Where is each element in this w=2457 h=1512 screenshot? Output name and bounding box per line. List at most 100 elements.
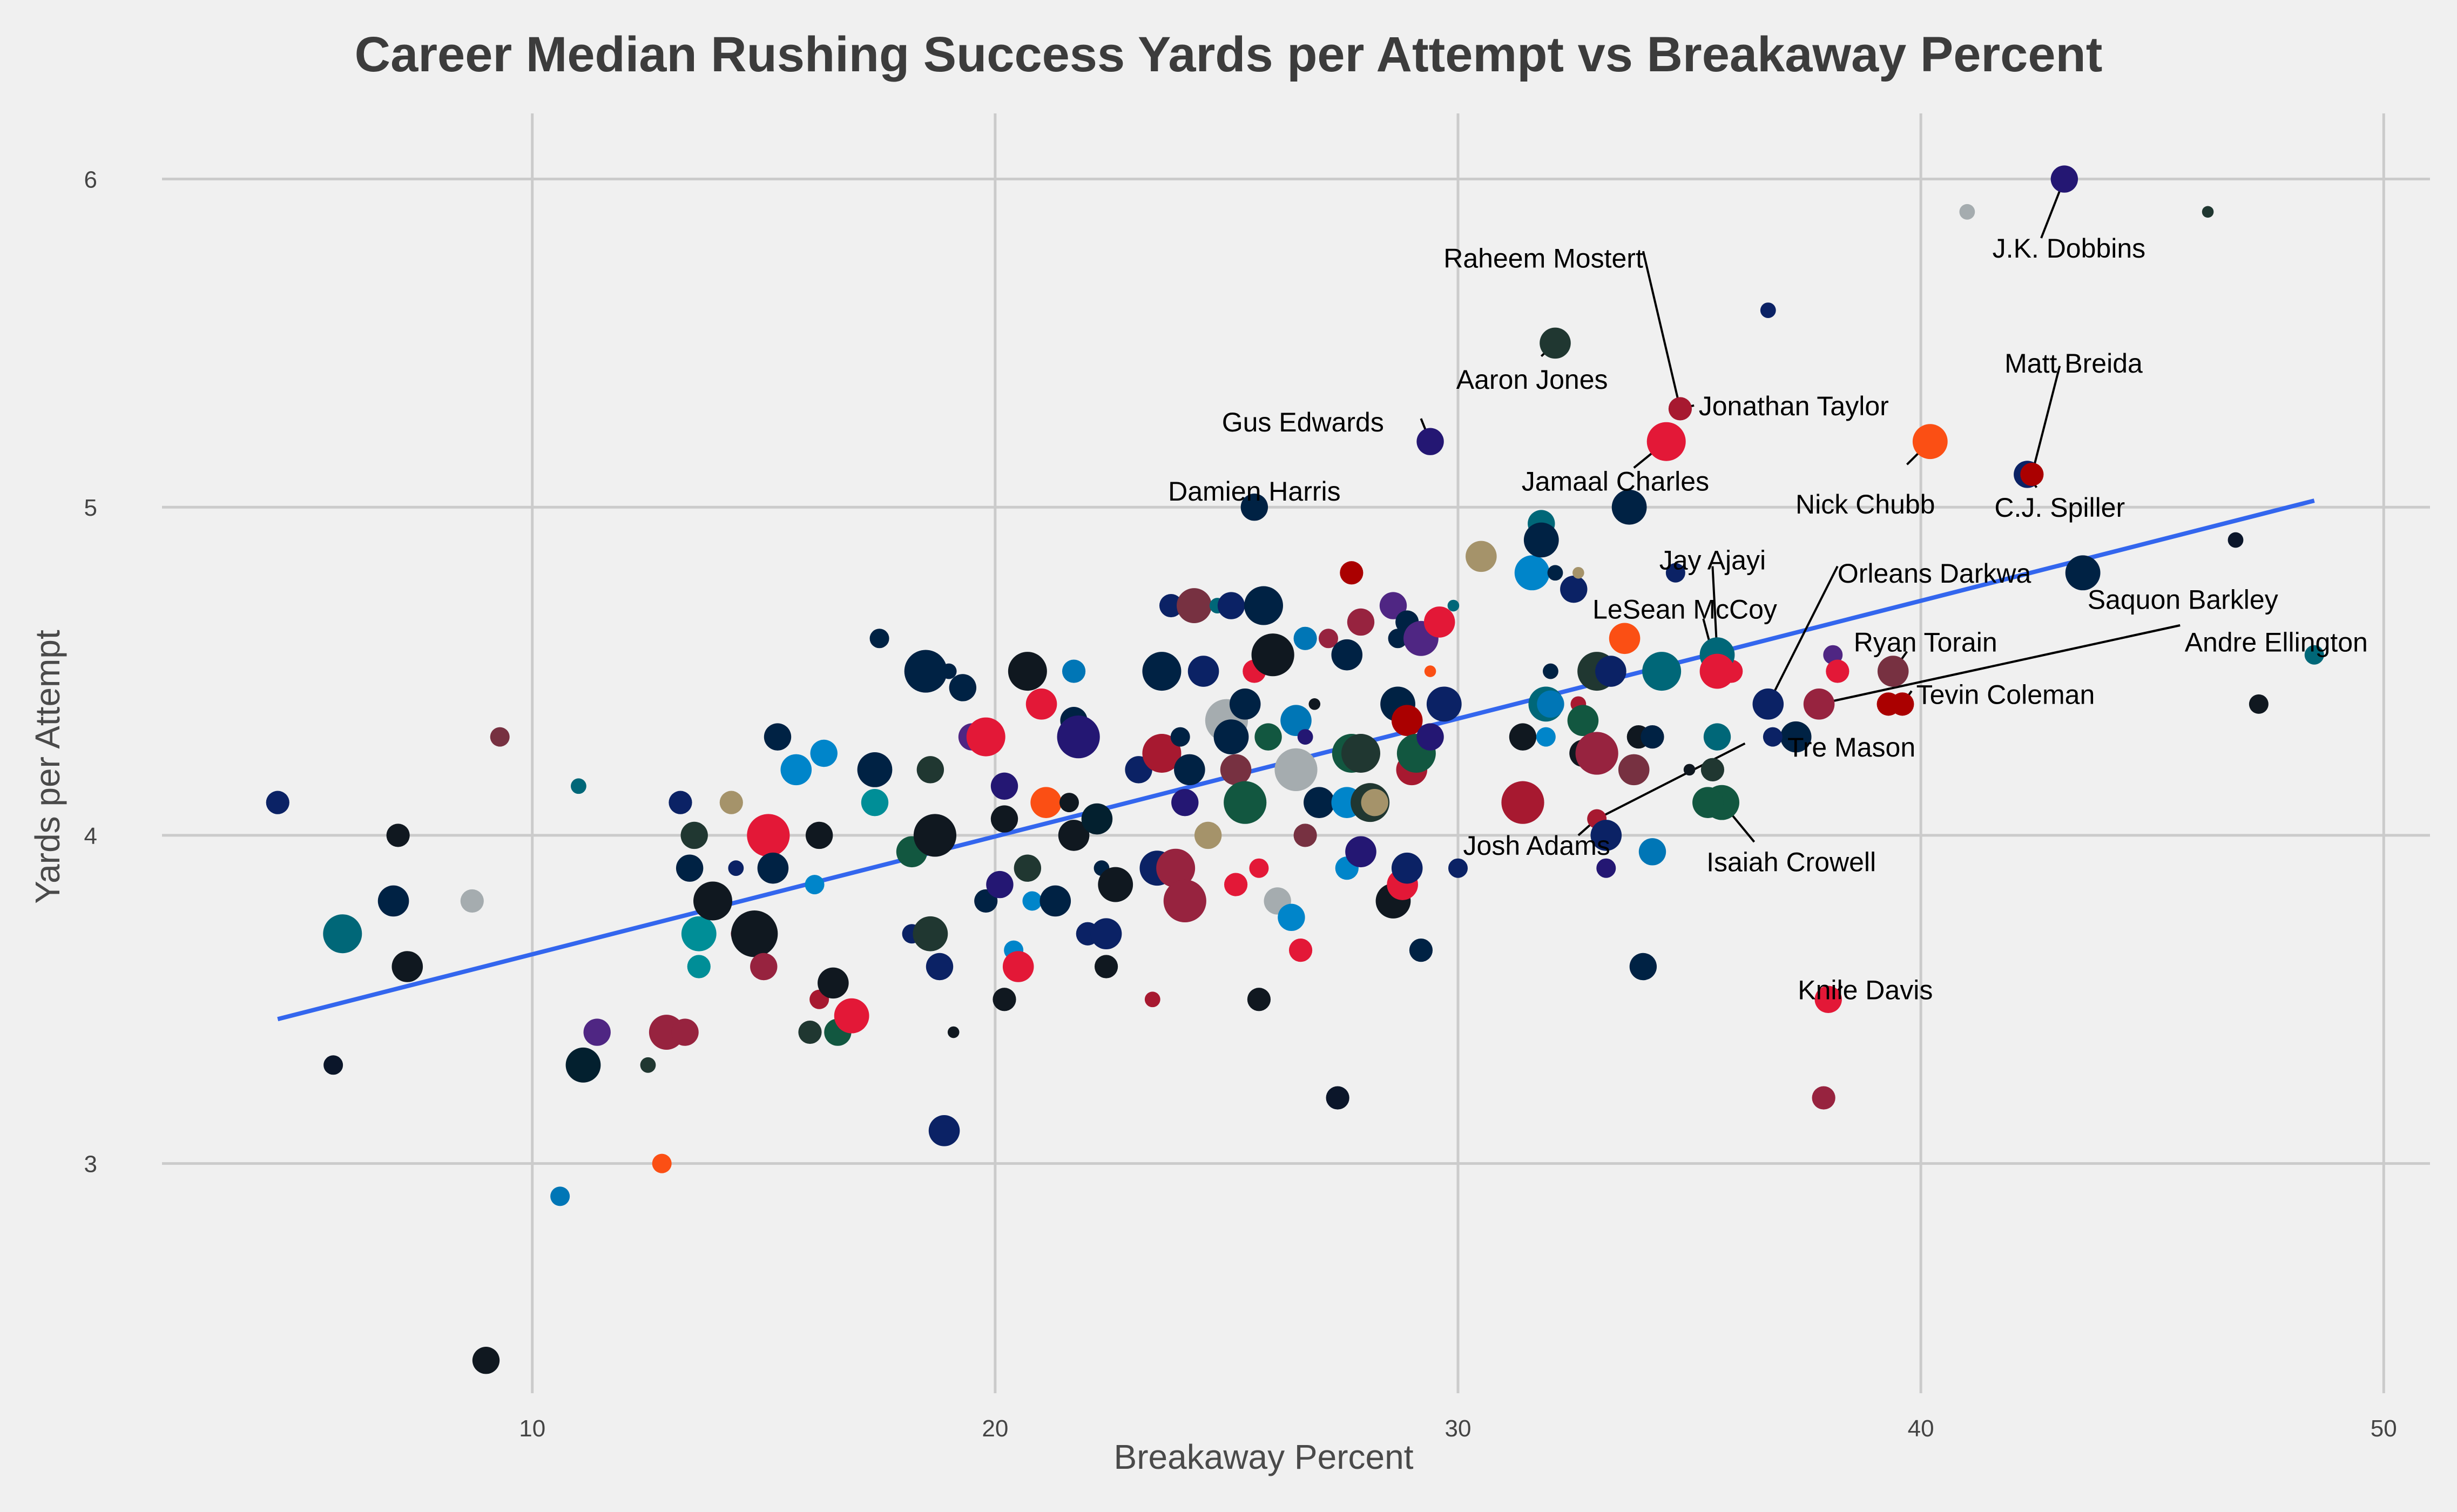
data-point [1543, 663, 1558, 679]
data-point [1144, 991, 1160, 1008]
data-point [1826, 659, 1850, 683]
data-point [1293, 626, 1317, 650]
data-point [1609, 623, 1641, 654]
data-point [2065, 555, 2101, 591]
x-tick-label: 30 [1445, 1415, 1472, 1442]
data-point [1251, 633, 1294, 677]
data-point [1159, 593, 1183, 618]
data-point [377, 885, 409, 917]
data-point [1213, 719, 1249, 755]
data-point [323, 914, 362, 954]
x-tick-label: 40 [1908, 1415, 1934, 1442]
data-point [1187, 656, 1219, 687]
data-point [904, 650, 947, 693]
data-point [1560, 575, 1588, 603]
data-point [1426, 686, 1462, 722]
data-point [1098, 867, 1133, 902]
data-point [1763, 727, 1783, 747]
annotation-label: Jay Ajayi [1659, 545, 1766, 575]
data-point [1388, 629, 1408, 649]
data-point [1278, 903, 1305, 932]
data-point [1703, 723, 1731, 751]
data-point [565, 1047, 601, 1083]
data-point [1002, 951, 1034, 982]
data-point [1361, 788, 1388, 816]
data-point [583, 1018, 611, 1046]
annotation-leader-line [1767, 565, 1839, 705]
data-point [1611, 489, 1647, 525]
data-point [1537, 690, 1564, 718]
data-point [869, 629, 889, 649]
data-point [747, 814, 790, 857]
annotation-label: C.J. Spiller [1994, 492, 2125, 523]
data-point [857, 752, 893, 787]
data-point [928, 1115, 960, 1146]
x-tick-label: 20 [982, 1415, 1008, 1442]
y-axis-title: Yards per Attempt [28, 630, 67, 904]
data-point [993, 988, 1016, 1011]
data-point [687, 955, 711, 978]
data-point [1319, 629, 1338, 649]
data-point [810, 739, 838, 767]
data-point [1030, 787, 1062, 818]
chart-title: Career Median Rushing Success Yards per … [355, 27, 2103, 82]
data-point [1642, 652, 1682, 691]
data-point [990, 772, 1018, 800]
data-point [1288, 939, 1313, 962]
data-point [1536, 727, 1556, 747]
data-point [1247, 988, 1271, 1011]
data-point [1240, 494, 1268, 521]
annotation-labels: J.K. Dobbins Raheem Mostert Aaron Jones Mat… [1168, 233, 2368, 1005]
data-point [2020, 462, 2044, 487]
data-point [1057, 716, 1100, 759]
data-point [1523, 522, 1559, 558]
data-point [1567, 705, 1599, 737]
data-point [1280, 705, 1312, 737]
data-point [1891, 692, 1914, 716]
data-point [1090, 918, 1122, 950]
data-point [652, 1153, 672, 1173]
y-tick-label: 4 [84, 823, 97, 849]
data-point [966, 717, 1005, 757]
data-point [1423, 606, 1455, 638]
data-point [1171, 788, 1199, 816]
data-point [1692, 787, 1724, 818]
data-point [1249, 858, 1269, 878]
data-point [2228, 532, 2244, 548]
data-point [941, 663, 957, 679]
data-point [818, 967, 849, 999]
annotation-label: Tevin Coleman [1916, 680, 2095, 710]
tick-labels: 10 20 30 40 50 3 4 5 6 [84, 167, 2397, 1442]
annotation-label: Jonathan Taylor [1699, 391, 1889, 421]
y-tick-label: 3 [84, 1151, 97, 1178]
y-tick-label: 6 [84, 167, 97, 193]
data-point [1059, 793, 1079, 813]
data-point [1142, 734, 1182, 773]
data-point [1014, 854, 1042, 882]
x-tick-label: 50 [2371, 1415, 2397, 1442]
data-point [1379, 592, 1407, 619]
annotation-label: Ryan Torain [1854, 627, 1997, 657]
data-point [1081, 803, 1113, 835]
data-point [472, 1347, 500, 1374]
annotation-leader-line [1819, 624, 2181, 705]
data-point [1308, 698, 1321, 710]
data-point [460, 889, 484, 913]
data-point [490, 727, 510, 747]
data-point [1391, 705, 1423, 737]
data-point [1274, 748, 1318, 791]
data-point [1025, 688, 1057, 720]
data-point [392, 951, 423, 982]
data-point [1040, 885, 1071, 917]
data-point [1547, 565, 1563, 581]
x-tick-label: 10 [519, 1415, 545, 1442]
data-point [1618, 754, 1650, 786]
data-point [990, 805, 1018, 833]
data-point [1540, 327, 1571, 359]
data-point [1668, 397, 1692, 421]
data-point [1229, 688, 1261, 720]
annotation-label: Raheem Mostert [1443, 243, 1643, 273]
data-point [550, 1186, 570, 1206]
data-point [913, 814, 957, 857]
data-point [1683, 764, 1696, 776]
